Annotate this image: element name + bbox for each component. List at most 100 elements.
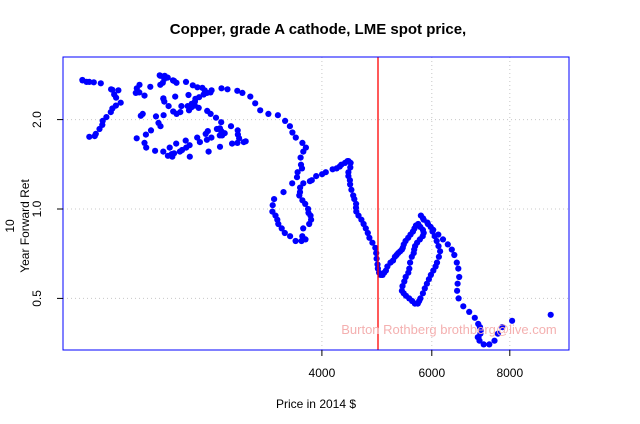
data-point [486,341,493,348]
data-point [86,133,93,140]
data-point [141,139,148,146]
y-tick-label: 1.0 [30,200,44,217]
data-point [373,255,380,262]
data-point [454,280,461,287]
y-tick-label: 0.5 [30,290,44,307]
data-point [460,303,467,310]
data-point [247,93,254,100]
data-point [399,283,406,290]
data-point [451,251,458,259]
data-point [173,140,180,147]
data-point [86,78,93,85]
data-point [424,220,431,228]
data-point [300,180,307,187]
data-point [305,205,312,213]
data-point [152,113,160,120]
data-point [203,136,210,143]
data-point [117,99,124,106]
data-point [143,144,150,151]
data-point [252,100,259,107]
data-point [172,93,179,100]
data-point [212,114,220,121]
data-point [271,196,278,203]
data-point [347,181,354,188]
data-point [448,246,455,253]
data-point [103,114,110,121]
data-point [166,144,173,151]
data-point [417,295,424,302]
y-tick-label-group: 0.5 [30,290,44,307]
data-point [156,72,163,79]
data-point [476,337,483,344]
y-axis-label-line2: Year Forward Ret [18,179,32,273]
data-point [170,108,177,115]
data-point [196,139,203,146]
data-point [97,80,104,87]
x-axis: 4000 6000 8000 [309,350,523,380]
grid-lines [63,57,569,350]
data-point [439,236,447,243]
data-point [348,186,355,193]
data-point [205,148,212,155]
data-point [108,86,115,93]
data-point [176,148,183,155]
data-point [292,237,299,245]
y-tick-label-group: 2.0 [30,111,44,128]
data-point [287,233,294,240]
data-points [79,72,554,348]
data-point [430,226,437,233]
plot-frame [62,56,570,351]
data-point [265,110,272,117]
data-point [275,220,282,228]
data-point [366,234,373,241]
data-point [185,91,192,99]
data-point [299,233,306,240]
data-point [547,311,554,318]
data-point [194,134,201,141]
data-point [79,76,86,84]
y-axis-label-line1: 10 [3,219,17,233]
data-point [160,112,167,119]
data-point [182,137,189,144]
y-axis-label: 10 [3,219,17,233]
data-point [164,74,171,81]
data-point [421,285,428,292]
data-point [433,237,440,245]
data-point [347,164,354,171]
data-point [257,107,264,114]
x-tick-label: 6000 [418,366,445,380]
data-point [408,253,415,260]
data-point [194,84,201,91]
data-point [92,130,99,137]
data-point [313,173,320,180]
data-point [278,225,285,232]
data-point [111,91,118,98]
data-point [456,273,463,281]
data-point [229,140,236,147]
data-point [347,159,354,166]
data-point [294,169,301,176]
watermark-text: Burton Rothberg brothberg@live.com [341,322,557,337]
data-point [204,107,211,114]
data-point [160,95,167,102]
data-point [293,174,301,181]
data-point [508,317,516,324]
data-point [444,241,451,248]
data-point [286,123,293,130]
data-point [280,189,287,196]
data-point [184,103,191,110]
data-point [351,196,358,203]
data-point [454,287,461,294]
data-point [224,86,231,93]
data-point [300,148,307,155]
y-axis-label-2: Year Forward Ret [18,179,32,273]
data-point [147,127,155,134]
data-point [208,87,215,94]
data-point [191,102,198,109]
data-point [234,127,241,134]
data-point [282,117,289,124]
data-point [142,131,149,138]
data-point [407,259,414,266]
data-point [133,135,140,142]
data-point [289,180,296,187]
